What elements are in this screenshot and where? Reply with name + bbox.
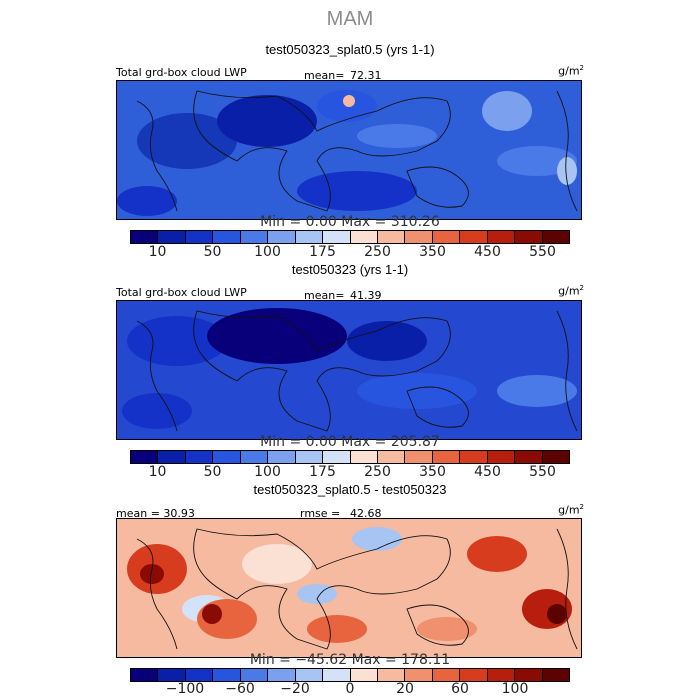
colorbar-swatch bbox=[405, 669, 433, 681]
colorbar-tick-label: 450 bbox=[474, 464, 501, 480]
colorbar-swatch bbox=[213, 231, 241, 243]
panel-2-title: test050323 (yrs 1-1) bbox=[291, 262, 409, 277]
season-title: MAM bbox=[326, 8, 374, 30]
colorbar-swatch bbox=[377, 231, 406, 243]
colorbar-swatch bbox=[268, 669, 296, 681]
colorbar-swatch bbox=[542, 669, 569, 681]
colorbar-tick-label: 50 bbox=[203, 244, 222, 260]
panel-3-rmse-value: 42.68 bbox=[350, 507, 382, 520]
colorbar-swatch bbox=[185, 231, 214, 243]
colorbar-tick-label: 10 bbox=[148, 244, 167, 260]
panel-1-title: test050323_splat0.5 (yrs 1-1) bbox=[265, 42, 435, 57]
panel-1-colorbar-ticks: 10 50 100 175 250 350 450 550 bbox=[0, 244, 700, 264]
colorbar-tick-label: 350 bbox=[419, 464, 446, 480]
colorbar-swatch bbox=[515, 669, 543, 681]
colorbar-tick-label: 550 bbox=[529, 244, 556, 260]
colorbar-swatch bbox=[515, 231, 543, 243]
colorbar-tick-label: 450 bbox=[474, 244, 501, 260]
colorbar-swatch bbox=[158, 231, 186, 243]
panel-1-colorbar bbox=[130, 230, 570, 244]
colorbar-swatch bbox=[460, 231, 488, 243]
colorbar-tick-label: 100 bbox=[501, 681, 529, 697]
colorbar-tick-label: 100 bbox=[254, 464, 281, 480]
colorbar-tick-label: 175 bbox=[309, 464, 336, 480]
colorbar-swatch bbox=[323, 231, 351, 243]
colorbar-swatch bbox=[487, 669, 516, 681]
panel-3-colorbar bbox=[130, 668, 570, 682]
panel-1-minmax: Min = 0.00 Max = 310.26 bbox=[260, 214, 440, 230]
colorbar-swatch bbox=[377, 669, 406, 681]
colorbar-swatch bbox=[158, 669, 186, 681]
panel-2-map bbox=[116, 300, 582, 440]
colorbar-swatch bbox=[295, 451, 324, 463]
panel-1-map bbox=[116, 80, 582, 220]
colorbar-tick-label: −100 bbox=[165, 681, 205, 697]
panel-3-units: g/m2 bbox=[558, 503, 584, 517]
colorbar-swatch bbox=[460, 451, 488, 463]
panel-1-variable-label: Total grd-box cloud LWP bbox=[116, 66, 247, 79]
colorbar-swatch bbox=[432, 451, 461, 463]
colorbar-swatch bbox=[350, 231, 378, 243]
colorbar-tick-label: −60 bbox=[225, 681, 255, 697]
colorbar-tick-label: 20 bbox=[396, 681, 414, 697]
colorbar-swatch bbox=[213, 669, 241, 681]
panel-3-minmax: Min = −45.62 Max = 178.11 bbox=[249, 652, 451, 668]
colorbar-swatch bbox=[240, 451, 269, 463]
panel-1-mean-value: 72.31 bbox=[350, 69, 382, 82]
panel-3-mean-label: mean = 30.93 bbox=[116, 507, 195, 520]
colorbar-tick-label: 60 bbox=[451, 681, 469, 697]
colorbar-swatch bbox=[240, 231, 269, 243]
colorbar-tick-label: 100 bbox=[254, 244, 281, 260]
colorbar-swatch bbox=[268, 451, 296, 463]
panel-3-rmse-label: rmse = bbox=[300, 507, 341, 520]
colorbar-swatch bbox=[185, 669, 214, 681]
colorbar-swatch bbox=[350, 451, 378, 463]
panel-1-units: g/m2 bbox=[558, 64, 584, 78]
colorbar-swatch bbox=[240, 669, 269, 681]
panel-3-title: test050323_splat0.5 - test050323 bbox=[253, 482, 447, 497]
colorbar-swatch bbox=[405, 451, 433, 463]
panel-3-colorbar-ticks: −100 −60 −20 0 20 60 100 bbox=[0, 681, 700, 700]
panel-2-minmax: Min = 0.00 Max = 205.87 bbox=[260, 434, 440, 450]
panel-2-colorbar bbox=[130, 450, 570, 464]
panel-2-colorbar-ticks: 10 50 100 175 250 350 450 550 bbox=[0, 464, 700, 484]
colorbar-swatch bbox=[377, 451, 406, 463]
colorbar-swatch bbox=[131, 231, 159, 243]
colorbar-swatch bbox=[131, 669, 159, 681]
colorbar-swatch bbox=[460, 669, 488, 681]
colorbar-swatch bbox=[432, 231, 461, 243]
colorbar-swatch bbox=[131, 451, 159, 463]
colorbar-swatch bbox=[268, 231, 296, 243]
colorbar-swatch bbox=[432, 669, 461, 681]
colorbar-tick-label: 175 bbox=[309, 244, 336, 260]
colorbar-swatch bbox=[487, 451, 516, 463]
colorbar-swatch bbox=[542, 231, 569, 243]
colorbar-swatch bbox=[323, 451, 351, 463]
panel-2-mean-value: 41.39 bbox=[350, 289, 382, 302]
colorbar-swatch bbox=[487, 231, 516, 243]
colorbar-swatch bbox=[295, 669, 324, 681]
colorbar-tick-label: 0 bbox=[345, 681, 355, 697]
colorbar-swatch bbox=[158, 451, 186, 463]
colorbar-tick-label: −20 bbox=[280, 681, 310, 697]
colorbar-swatch bbox=[350, 669, 378, 681]
panel-3-map bbox=[116, 518, 582, 658]
panel-2-variable-label: Total grd-box cloud LWP bbox=[116, 286, 247, 299]
colorbar-swatch bbox=[295, 231, 324, 243]
colorbar-tick-label: 350 bbox=[419, 244, 446, 260]
colorbar-swatch bbox=[185, 451, 214, 463]
panel-2-units: g/m2 bbox=[558, 284, 584, 298]
colorbar-tick-label: 250 bbox=[364, 244, 391, 260]
colorbar-tick-label: 50 bbox=[203, 464, 222, 480]
colorbar-tick-label: 550 bbox=[529, 464, 556, 480]
colorbar-swatch bbox=[542, 451, 569, 463]
colorbar-swatch bbox=[213, 451, 241, 463]
panel-1-mean-label: mean= bbox=[304, 69, 345, 82]
colorbar-swatch bbox=[323, 669, 351, 681]
colorbar-tick-label: 10 bbox=[148, 464, 167, 480]
colorbar-tick-label: 250 bbox=[364, 464, 391, 480]
panel-2-mean-label: mean= bbox=[304, 289, 345, 302]
colorbar-swatch bbox=[405, 231, 433, 243]
colorbar-swatch bbox=[515, 451, 543, 463]
